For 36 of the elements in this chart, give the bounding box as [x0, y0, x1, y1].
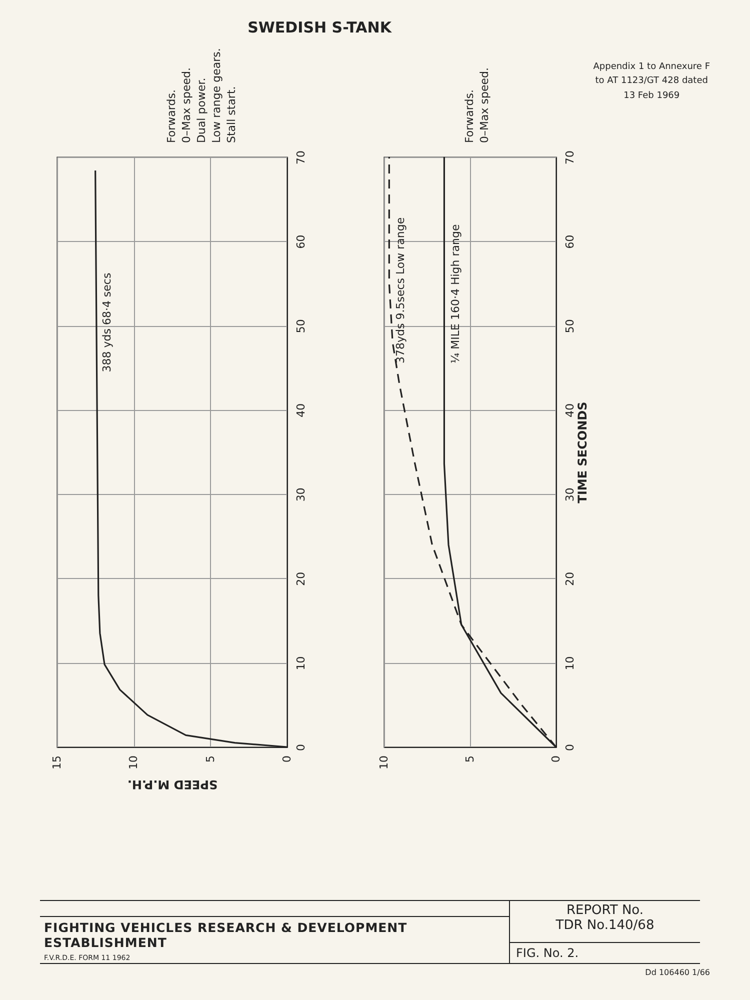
y-tick-label: 40: [294, 403, 308, 418]
y-tick-label: 50: [294, 319, 308, 334]
x-axis-title: SPEED M.P.H.: [127, 777, 218, 792]
x-tick-label: 15: [50, 756, 64, 770]
y-tick-label: 20: [294, 572, 308, 586]
text: Appendix 1 to Annexure F to AT 1123/GT 428 dated 13 Feb 1969: [593, 61, 710, 103]
y-tick-label: 20: [564, 572, 576, 586]
text: Dd 106460 1/66: [645, 968, 710, 977]
y-tick-label: 40: [564, 403, 576, 418]
text: Forwards. 0–Max speed.: [463, 68, 491, 143]
y-tick-label: 30: [564, 488, 576, 502]
text: FIGHTING VEHICLES RESEARCH & DEVELOPMENT ESTABLISHMENT: [40, 916, 509, 953]
text: 378yds 9.5secs Low range: [394, 217, 408, 364]
text: REPORT No. TDR No.140/68: [554, 902, 656, 935]
y-tick-label: 10: [564, 656, 576, 670]
y-tick-label: 0: [294, 744, 308, 751]
x-tick-label: 5: [464, 756, 476, 762]
y-tick-label: 30: [294, 488, 308, 502]
y-tick-label: 50: [564, 319, 576, 334]
y-tick-label: 60: [294, 234, 308, 249]
x-tick-label: 5: [204, 756, 217, 762]
text: FIG. No. 2.: [510, 942, 700, 963]
y-tick-label: 70: [564, 150, 576, 164]
y-tick-label: 60: [564, 234, 576, 249]
x-tick-label: 0: [280, 756, 294, 762]
text: Forwards. 0–Max speed. Dual power. Low range gears. Stall start.: [165, 48, 238, 143]
y-tick-label: 0: [564, 744, 576, 751]
y-tick-label: 70: [294, 150, 308, 164]
y-axis-title: TIME SECONDS: [576, 402, 590, 504]
text: SWEDISH S-TANK: [248, 18, 393, 37]
text: ¼ MILE 160·4 High range: [449, 224, 462, 364]
y-tick-label: 10: [294, 656, 308, 670]
x-tick-label: 10: [127, 756, 140, 770]
x-tick-label: 10: [378, 756, 390, 770]
x-tick-label: 0: [550, 756, 562, 762]
text: 388 yds 68·4 secs: [100, 272, 114, 372]
